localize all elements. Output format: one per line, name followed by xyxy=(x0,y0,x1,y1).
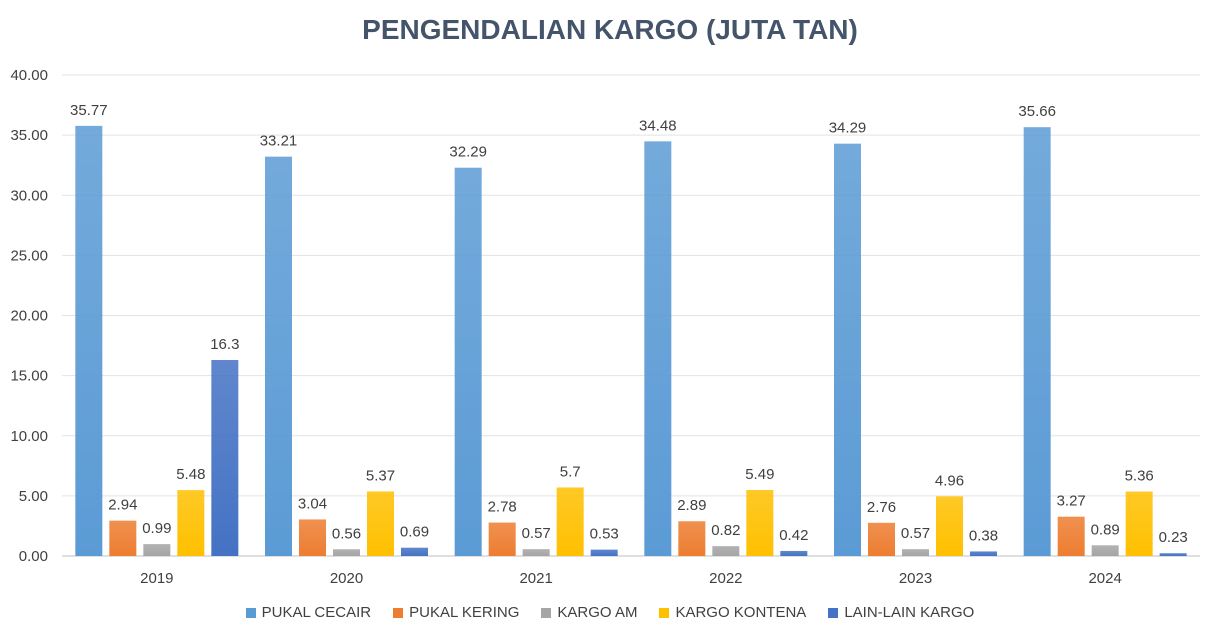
legend-swatch xyxy=(245,607,256,618)
bar-kargo-am-2023 xyxy=(902,549,929,556)
x-tick-label: 2021 xyxy=(519,570,552,587)
bar-pukal-cecair-2021 xyxy=(454,167,482,556)
bar-kargo-kontena-2022 xyxy=(746,489,774,556)
legend-swatch xyxy=(541,607,552,618)
legend-swatch xyxy=(659,607,670,618)
data-label: 2.78 xyxy=(488,499,517,516)
bar-pukal-kering-2021 xyxy=(488,522,516,556)
bar-pukal-cecair-2022 xyxy=(644,141,672,557)
bar-kargo-am-2022 xyxy=(712,546,740,556)
x-tick-label: 2019 xyxy=(140,570,173,587)
x-tick-label: 2022 xyxy=(709,570,742,587)
data-label: 0.53 xyxy=(590,526,619,543)
data-label: 0.89 xyxy=(1091,521,1120,538)
bar-kargo-am-2021 xyxy=(522,549,550,556)
bar-pukal-kering-2020 xyxy=(299,519,326,556)
data-label: 5.7 xyxy=(560,463,581,480)
data-label: 34.48 xyxy=(639,117,677,134)
bar-pukal-cecair-2024 xyxy=(1023,127,1051,556)
data-label: 0.42 xyxy=(779,527,808,544)
y-tick-label: 20.00 xyxy=(10,308,48,325)
data-labels: 35.77 2.94 0.99 5.48 16.3 33.21 3.04 0.56 5.37 0.… xyxy=(70,102,1188,546)
legend-label: KARGO AM xyxy=(557,604,638,621)
y-tick-label: 40.00 xyxy=(10,67,48,84)
y-tick-label: 10.00 xyxy=(10,428,48,445)
y-tick-label: 35.00 xyxy=(10,127,48,144)
data-label: 3.27 xyxy=(1057,493,1086,510)
data-label: 33.21 xyxy=(260,133,298,150)
bar-kargo-am-2020 xyxy=(333,549,360,556)
data-label: 2.76 xyxy=(867,499,896,516)
chart-title: PENGENDALIAN KARGO (JUTA TAN) xyxy=(362,14,858,45)
bar-lain-lain-kargo-2020 xyxy=(401,547,428,556)
data-label: 35.66 xyxy=(1018,103,1056,120)
bar-pukal-kering-2024 xyxy=(1057,516,1085,556)
bar-lain-lain-kargo-2021 xyxy=(590,549,618,556)
y-tick-label: 15.00 xyxy=(10,368,48,385)
data-label: 4.96 xyxy=(935,472,964,489)
legend-item: PUKAL KERING xyxy=(393,604,519,621)
data-label: 5.48 xyxy=(176,466,205,483)
data-label: 0.69 xyxy=(400,524,429,541)
y-tick-label: 5.00 xyxy=(19,488,48,505)
data-label: 0.56 xyxy=(332,525,361,542)
data-label: 3.04 xyxy=(298,495,327,512)
data-label: 5.37 xyxy=(366,467,395,484)
data-label: 0.57 xyxy=(901,525,930,542)
y-tick-label: 30.00 xyxy=(10,187,48,204)
legend-label: LAIN-LAIN KARGO xyxy=(844,604,975,621)
bars xyxy=(75,125,1187,557)
bar-pukal-cecair-2023 xyxy=(834,143,861,556)
bar-kargo-am-2024 xyxy=(1091,545,1119,556)
x-tick-label: 2024 xyxy=(1088,570,1121,587)
bar-kargo-kontena-2020 xyxy=(367,491,394,556)
x-tick-label: 2020 xyxy=(330,570,363,587)
bar-pukal-kering-2023 xyxy=(868,522,895,556)
data-label: 5.36 xyxy=(1125,468,1154,485)
bar-kargo-kontena-2024 xyxy=(1125,491,1153,556)
legend-item: PUKAL CECAIR xyxy=(245,604,372,621)
legend-label: PUKAL KERING xyxy=(409,604,520,621)
data-label: 0.23 xyxy=(1159,529,1188,546)
data-label: 0.57 xyxy=(522,525,551,542)
data-label: 35.77 xyxy=(70,102,108,119)
data-label: 0.99 xyxy=(142,520,171,537)
legend-item: KARGO AM xyxy=(541,604,637,621)
legend-item: LAIN-LAIN KARGO xyxy=(828,604,974,621)
legend-label: KARGO KONTENA xyxy=(675,604,807,621)
x-tick-label: 2023 xyxy=(899,570,932,587)
bar-pukal-cecair-2020 xyxy=(265,156,292,556)
legend-item: KARGO KONTENA xyxy=(659,604,806,621)
bar-kargo-am-2019 xyxy=(143,544,171,556)
bar-pukal-cecair-2019 xyxy=(75,125,103,556)
gridlines xyxy=(62,74,1200,557)
y-tick-label: 0.00 xyxy=(19,548,48,565)
bar-lain-lain-kargo-2019 xyxy=(211,359,239,556)
data-label: 32.29 xyxy=(449,144,487,161)
x-axis-ticks: 2019 2020 2021 2022 2023 2024 xyxy=(140,570,1122,587)
legend-swatch xyxy=(828,607,839,618)
bar-kargo-kontena-2021 xyxy=(556,487,584,556)
bar-kargo-kontena-2019 xyxy=(177,490,205,556)
bar-kargo-kontena-2023 xyxy=(936,496,963,556)
data-label: 5.49 xyxy=(745,466,774,483)
data-label: 2.89 xyxy=(677,497,706,514)
bar-pukal-kering-2019 xyxy=(109,520,137,556)
y-axis-ticks: 0.00 5.00 10.00 15.00 20.00 25.00 30.00 35.00 40… xyxy=(10,67,48,565)
y-tick-label: 25.00 xyxy=(10,247,48,264)
bar-lain-lain-kargo-2024 xyxy=(1159,553,1187,556)
legend-swatch xyxy=(393,607,404,618)
bar-pukal-kering-2022 xyxy=(678,521,706,556)
data-label: 0.82 xyxy=(711,522,740,539)
data-label: 0.38 xyxy=(969,527,998,544)
bar-lain-lain-kargo-2022 xyxy=(780,550,808,556)
data-label: 2.94 xyxy=(108,497,137,514)
legend: PUKAL CECAIR PUKAL KERING KARGO AM KARGO KO… xyxy=(0,604,1220,621)
data-label: 34.29 xyxy=(829,120,867,137)
legend-label: PUKAL CECAIR xyxy=(261,604,372,621)
data-label: 16.3 xyxy=(210,336,239,353)
bar-lain-lain-kargo-2023 xyxy=(970,551,997,556)
